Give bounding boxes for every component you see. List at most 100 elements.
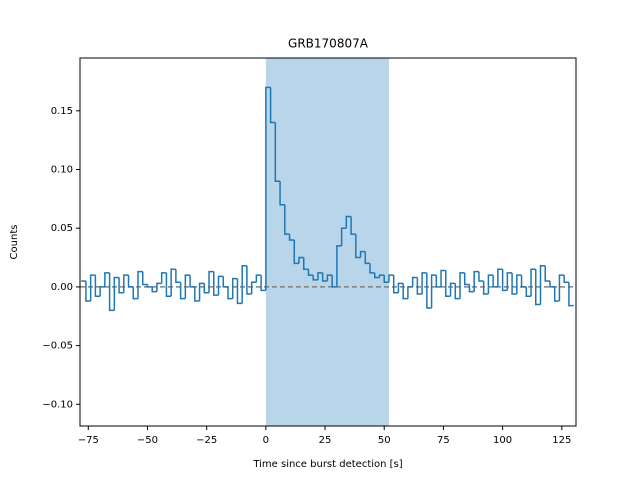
step-bin xyxy=(539,265,546,305)
step-bin xyxy=(416,277,423,295)
step-bin xyxy=(369,263,375,274)
step-bin xyxy=(459,272,465,299)
step-bin xyxy=(284,204,290,235)
step-bin xyxy=(331,275,337,288)
step-bin xyxy=(473,270,479,292)
step-bin xyxy=(179,282,186,300)
step-bin xyxy=(227,286,233,300)
step-bin xyxy=(274,122,281,183)
step-bin xyxy=(217,275,224,296)
step-bin xyxy=(170,268,176,297)
step-bin xyxy=(497,268,503,287)
x-tick-label: 75 xyxy=(437,435,450,446)
step-bin xyxy=(246,265,252,295)
step-bin xyxy=(336,245,342,287)
step-bin xyxy=(520,275,527,288)
step-bin xyxy=(127,275,134,288)
step-bin xyxy=(454,283,460,300)
step-bin xyxy=(108,272,115,312)
step-bin xyxy=(160,272,167,284)
plot-frame xyxy=(79,57,577,427)
y-tick-label: 0.15 xyxy=(51,106,73,117)
step-bin xyxy=(392,275,399,294)
step-bin xyxy=(482,281,489,295)
step-bin xyxy=(364,251,371,265)
step-bin xyxy=(175,269,181,283)
step-bin xyxy=(298,256,304,264)
step-bin xyxy=(132,286,139,300)
y-tick-label: 0.05 xyxy=(51,223,73,234)
step-bin xyxy=(208,270,214,293)
step-bin xyxy=(326,274,333,282)
step-bin xyxy=(137,270,143,299)
step-bin xyxy=(250,281,257,294)
step-bin xyxy=(213,271,219,296)
step-bin xyxy=(535,269,541,306)
step-bin xyxy=(374,272,380,279)
step-bin xyxy=(312,275,318,281)
step-bin xyxy=(302,257,309,271)
step-bin xyxy=(203,283,210,294)
step-bin xyxy=(189,275,195,288)
y-tick-label: 0.10 xyxy=(51,165,73,176)
step-bin xyxy=(378,274,385,278)
step-bin xyxy=(549,281,555,288)
step-bin xyxy=(478,271,484,282)
step-bin xyxy=(350,216,356,235)
step-bin xyxy=(241,265,247,304)
x-tick-label: 0 xyxy=(263,435,269,446)
x-tick-label: 100 xyxy=(493,435,512,446)
chart-title: GRB170807A xyxy=(288,37,369,51)
y-tick-label: −0.05 xyxy=(42,341,73,352)
x-tick-label: −50 xyxy=(137,435,158,446)
step-bin xyxy=(307,269,314,276)
step-bin xyxy=(530,268,536,297)
step-bin xyxy=(151,286,157,293)
y-tick-label: −0.10 xyxy=(42,399,73,410)
step-bin xyxy=(468,284,475,293)
step-bin xyxy=(94,275,101,298)
step-bin xyxy=(463,272,470,286)
step-bin xyxy=(194,286,200,302)
step-bin xyxy=(487,274,494,294)
step-bin xyxy=(411,276,418,287)
step-bin xyxy=(89,274,96,301)
step-bin xyxy=(402,283,408,300)
x-axis-label: Time since burst detection [s] xyxy=(252,459,402,470)
step-bin xyxy=(269,87,276,124)
step-bin xyxy=(317,272,323,280)
step-bin xyxy=(345,215,352,229)
step-bin xyxy=(511,272,517,295)
step-bin xyxy=(222,276,228,288)
step-bin xyxy=(236,278,243,305)
step-bin xyxy=(104,272,110,287)
y-tick-label: 0.00 xyxy=(51,282,73,293)
step-bin xyxy=(397,282,404,293)
step-bin xyxy=(123,274,129,293)
step-bin xyxy=(156,282,162,292)
step-bin xyxy=(279,181,285,206)
step-bin xyxy=(231,277,238,299)
step-bin xyxy=(99,286,105,297)
step-bin xyxy=(525,286,532,298)
step-bin xyxy=(340,227,347,246)
step-bin xyxy=(421,272,427,294)
step-bin xyxy=(501,269,508,292)
shaded-span xyxy=(265,58,389,426)
step-bin xyxy=(288,234,295,241)
step-bin xyxy=(449,282,456,297)
step-bin xyxy=(85,281,91,302)
step-bin xyxy=(440,269,446,287)
step-bin xyxy=(118,277,124,294)
x-tick-label: −25 xyxy=(196,435,217,446)
step-bin xyxy=(506,272,513,291)
step-bin xyxy=(113,276,120,311)
step-bin xyxy=(260,275,266,292)
step-bin xyxy=(355,234,361,259)
step-bin xyxy=(293,239,299,265)
step-bin xyxy=(516,274,522,294)
step-bin xyxy=(435,275,442,288)
step-bin xyxy=(165,272,172,298)
x-tick-label: 25 xyxy=(319,435,332,446)
